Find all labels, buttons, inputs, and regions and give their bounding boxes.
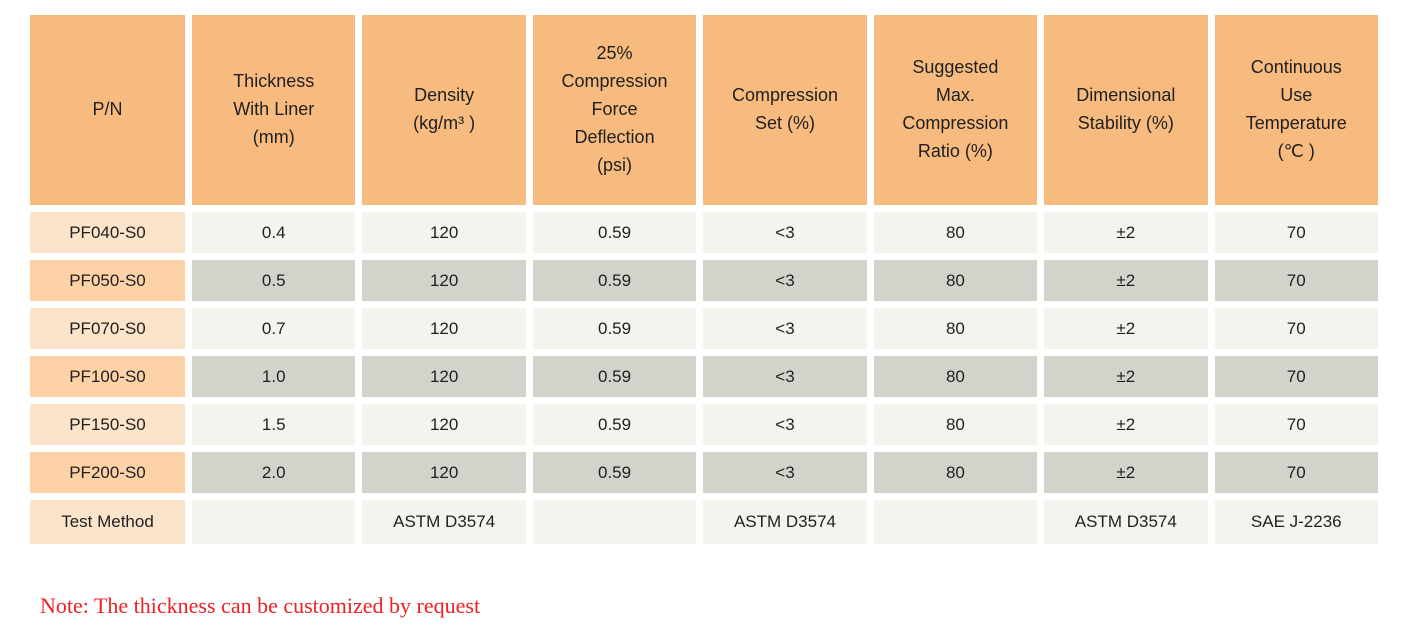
value-cell: <3	[703, 212, 867, 253]
value-cell: 0.59	[532, 452, 697, 493]
table-row-pf100: PF100-S0 1.0 120 0.59 <3 80 ±2 70	[30, 356, 1378, 397]
value-cell: <3	[703, 356, 867, 397]
test-method-cell	[873, 500, 1038, 544]
test-method-cell: ASTM D3574	[1044, 500, 1208, 544]
value-cell: 0.59	[532, 308, 697, 349]
pn-cell: PF050-S0	[30, 260, 185, 301]
col-header-max-compression-ratio: Suggested Max. Compression Ratio (%)	[873, 15, 1038, 205]
test-method-cell: ASTM D3574	[703, 500, 867, 544]
value-cell: 70	[1214, 308, 1378, 349]
note-text: Note: The thickness can be customized by…	[40, 593, 481, 618]
value-cell: 70	[1214, 452, 1378, 493]
test-method-cell: ASTM D3574	[362, 500, 526, 544]
spec-table-header: P/N Thickness With Liner (mm) Density (k…	[30, 15, 1378, 205]
value-cell: 70	[1214, 212, 1378, 253]
test-method-cell: SAE J-2236	[1214, 500, 1378, 544]
spec-table: P/N Thickness With Liner (mm) Density (k…	[23, 8, 1385, 551]
test-method-cell	[192, 500, 356, 544]
value-cell: 0.7	[192, 308, 356, 349]
value-cell: <3	[703, 308, 867, 349]
col-header-compression-deflection: 25% Compression Force Deflection (psi)	[532, 15, 697, 205]
value-cell: 80	[873, 308, 1038, 349]
value-cell: ±2	[1044, 356, 1208, 397]
pn-cell: PF070-S0	[30, 308, 185, 349]
col-header-pn: P/N	[30, 15, 185, 205]
table-row-pf050: PF050-S0 0.5 120 0.59 <3 80 ±2 70	[30, 260, 1378, 301]
value-cell: 1.0	[192, 356, 356, 397]
spec-table-body: PF040-S0 0.4 120 0.59 <3 80 ±2 70 PF050-…	[30, 212, 1378, 544]
value-cell: 120	[362, 308, 526, 349]
value-cell: <3	[703, 452, 867, 493]
value-cell: 80	[873, 212, 1038, 253]
value-cell: 70	[1214, 404, 1378, 445]
header-row: P/N Thickness With Liner (mm) Density (k…	[30, 15, 1378, 205]
value-cell: <3	[703, 260, 867, 301]
table-row-pf150: PF150-S0 1.5 120 0.59 <3 80 ±2 70	[30, 404, 1378, 445]
test-method-cell	[532, 500, 697, 544]
table-row-pf200: PF200-S0 2.0 120 0.59 <3 80 ±2 70	[30, 452, 1378, 493]
pn-cell: PF150-S0	[30, 404, 185, 445]
value-cell: <3	[703, 404, 867, 445]
pn-cell: PF200-S0	[30, 452, 185, 493]
value-cell: 70	[1214, 356, 1378, 397]
table-row-pf040: PF040-S0 0.4 120 0.59 <3 80 ±2 70	[30, 212, 1378, 253]
value-cell: 80	[873, 452, 1038, 493]
value-cell: 0.4	[192, 212, 356, 253]
value-cell: 120	[362, 404, 526, 445]
pn-cell: PF100-S0	[30, 356, 185, 397]
value-cell: ±2	[1044, 212, 1208, 253]
col-header-dimensional-stability: Dimensional Stability (%)	[1044, 15, 1208, 205]
value-cell: 1.5	[192, 404, 356, 445]
value-cell: 0.59	[532, 404, 697, 445]
value-cell: 0.59	[532, 212, 697, 253]
col-header-compression-set: Compression Set (%)	[703, 15, 867, 205]
value-cell: 120	[362, 260, 526, 301]
col-header-continuous-use-temp: Continuous Use Temperature (℃ )	[1214, 15, 1378, 205]
value-cell: 120	[362, 212, 526, 253]
table-row-pf070: PF070-S0 0.7 120 0.59 <3 80 ±2 70	[30, 308, 1378, 349]
value-cell: ±2	[1044, 452, 1208, 493]
value-cell: ±2	[1044, 308, 1208, 349]
value-cell: 80	[873, 356, 1038, 397]
value-cell: 120	[362, 356, 526, 397]
value-cell: ±2	[1044, 404, 1208, 445]
table-row-test-method: Test Method ASTM D3574 ASTM D3574 ASTM D…	[30, 500, 1378, 544]
value-cell: 80	[873, 404, 1038, 445]
value-cell: 2.0	[192, 452, 356, 493]
col-header-thickness: Thickness With Liner (mm)	[192, 15, 356, 205]
value-cell: ±2	[1044, 260, 1208, 301]
pn-cell: PF040-S0	[30, 212, 185, 253]
value-cell: 0.59	[532, 260, 697, 301]
value-cell: 70	[1214, 260, 1378, 301]
value-cell: 80	[873, 260, 1038, 301]
value-cell: 0.59	[532, 356, 697, 397]
value-cell: 120	[362, 452, 526, 493]
value-cell: 0.5	[192, 260, 356, 301]
col-header-density: Density (kg/m³ )	[362, 15, 526, 205]
test-method-label: Test Method	[30, 500, 185, 544]
